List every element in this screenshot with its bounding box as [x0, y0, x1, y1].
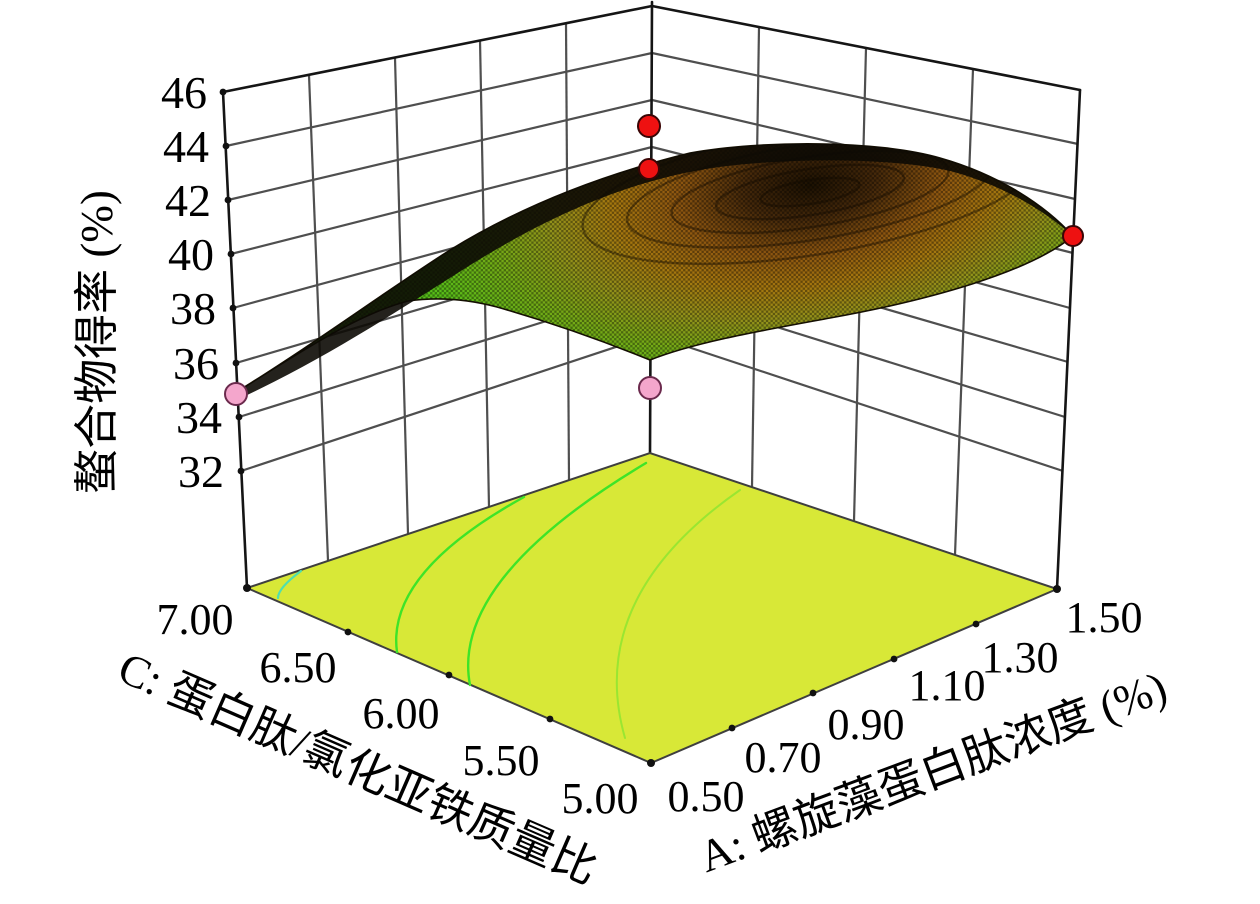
- z-axis-title: 螯合物得率 (%): [72, 190, 122, 494]
- left-wall-gridline: [230, 145, 653, 256]
- surface-mesh-texture: [235, 143, 1073, 393]
- c-tick-label: 6.00: [363, 689, 440, 738]
- wall-top-left-edge: [221, 4, 654, 94]
- a-tick-label: 1.50: [1066, 593, 1143, 642]
- design-points: [224, 114, 1084, 406]
- c-tick-label: 7.00: [157, 595, 234, 644]
- z-axis-tick-dots: [219, 88, 245, 475]
- c-tick-label: 5.00: [562, 774, 639, 823]
- box-edges: [221, 0, 1082, 591]
- a-tick-label: 0.70: [745, 733, 822, 782]
- right-wall-vertical: [953, 68, 975, 556]
- z-tick-label: 34: [176, 392, 222, 443]
- surface-mesh: [234, 143, 1075, 397]
- design-point-center-2: [638, 158, 660, 180]
- z-tick-label: 42: [165, 175, 211, 226]
- contour-line: [467, 461, 648, 687]
- z-tick-label: 44: [163, 121, 209, 172]
- c-tick-labels: 7.00 6.50 6.00 5.50 5.00: [157, 595, 639, 823]
- contour-line: [394, 495, 526, 654]
- left-wall-gridline: [225, 51, 653, 148]
- design-point-center-1: [637, 114, 661, 138]
- z-tick-label: 36: [173, 338, 219, 389]
- c-tick-label: 6.50: [260, 643, 337, 692]
- design-point-left: [224, 382, 248, 406]
- a-tick-label: 0.90: [828, 700, 905, 749]
- z-tick-labels: 46 44 42 40 38 36 34 32: [161, 67, 224, 497]
- design-point-right: [1062, 225, 1084, 247]
- a-tick-label: 0.50: [668, 772, 745, 821]
- wall-top-right-edge: [650, 4, 1082, 92]
- z-tick-label: 46: [161, 67, 207, 118]
- z-axis-line: [221, 90, 249, 590]
- a-tick-label: 1.30: [982, 633, 1059, 682]
- design-point-back: [638, 376, 662, 400]
- floor-axis-tick-dots: [243, 584, 1061, 767]
- z-tick-label: 38: [170, 283, 216, 334]
- a-tick-label: 1.10: [909, 661, 986, 710]
- right-vertical-edge: [1055, 88, 1082, 591]
- floor-plane: [243, 451, 1061, 767]
- left-wall-vertical: [307, 74, 330, 562]
- contour-line: [615, 489, 741, 739]
- a-tick-labels: 0.50 0.70 0.90 1.10 1.30 1.50: [668, 593, 1143, 821]
- right-wall-gridline: [651, 333, 1064, 473]
- contour-line-inner: [276, 569, 303, 600]
- floor-contour-lines: [276, 461, 741, 739]
- c-tick-label: 5.50: [463, 736, 540, 785]
- z-tick-label: 32: [178, 446, 224, 497]
- left-wall-gridline: [240, 333, 653, 473]
- z-tick-label: 40: [168, 229, 214, 280]
- right-wall-gridline: [651, 51, 1079, 146]
- floor-surface: [244, 451, 1060, 765]
- left-wall-gridline: [227, 98, 653, 202]
